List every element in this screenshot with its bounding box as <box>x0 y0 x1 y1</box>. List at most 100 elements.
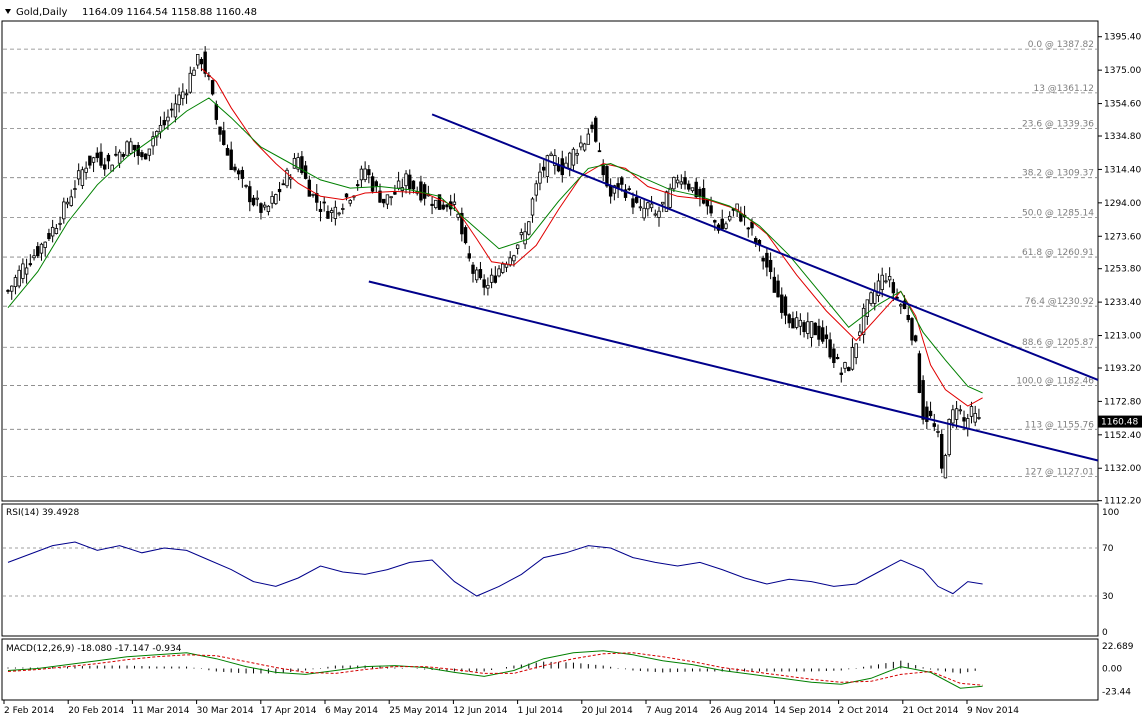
macd-chart: MACD(12,26,9) -18.080 -17.147 -0.934 22.… <box>6 642 1134 697</box>
candle-body <box>471 264 475 274</box>
header: Gold,Daily 1164.09 1164.54 1158.88 1160.… <box>5 7 257 18</box>
fib-level-label: 100.0 @ 1182.46 <box>1016 377 1094 387</box>
price-tick-label: 1294.00 <box>1104 199 1141 209</box>
candle-body <box>281 183 285 186</box>
candle-body <box>348 200 352 204</box>
candle-body <box>761 257 765 262</box>
candle-body <box>828 339 832 358</box>
candle-body <box>705 199 710 207</box>
candle-body <box>553 155 557 166</box>
candle-body <box>333 206 338 219</box>
candle-body <box>493 275 498 283</box>
fib-level-label: 113 @ 1155.76 <box>1025 420 1094 430</box>
candle-body <box>125 141 129 156</box>
candle-body <box>538 171 542 184</box>
candle-body <box>6 289 10 292</box>
candle-body <box>832 348 836 364</box>
candle-body <box>962 417 966 422</box>
candle-body <box>917 353 922 393</box>
candle-body <box>865 299 870 317</box>
candle-body <box>568 152 572 169</box>
candle-body <box>199 58 204 65</box>
candle-body <box>895 296 899 299</box>
candle-body <box>582 143 587 151</box>
candle-body <box>300 156 304 174</box>
candle-body <box>835 357 840 360</box>
date-tick-label: 1 Jul 2014 <box>518 706 563 716</box>
upper-trendline <box>431 113 1099 381</box>
candle-body <box>579 142 583 148</box>
candle-body <box>482 279 486 288</box>
price-panel <box>1 20 1099 502</box>
price-tick-label: 1172.80 <box>1104 397 1141 407</box>
candle-body <box>143 153 148 160</box>
candle-body <box>315 193 319 203</box>
candle-body <box>169 108 174 111</box>
candle-body <box>701 188 706 204</box>
candle-body <box>873 290 877 304</box>
fib-level-label: 127 @ 1127.01 <box>1025 467 1094 477</box>
candle-body <box>326 211 330 219</box>
candle-body <box>794 317 799 328</box>
candle-body <box>515 244 520 249</box>
candle-body <box>121 154 126 157</box>
candle-body <box>776 280 780 298</box>
candle-body <box>977 417 981 419</box>
candle-body <box>210 80 215 95</box>
candles <box>6 46 981 479</box>
date-tick-label: 12 Jun 2014 <box>453 706 507 716</box>
candle-body <box>876 280 881 297</box>
candle-body <box>188 72 192 93</box>
candle-body <box>222 130 226 145</box>
candle-body <box>545 155 550 177</box>
candle-body <box>813 322 817 336</box>
candle-body <box>50 226 55 237</box>
candle-body <box>274 194 278 205</box>
candle-body <box>236 170 241 175</box>
candle-body <box>136 145 140 156</box>
fib-level-label: 88.6 @ 1205.87 <box>1022 338 1094 348</box>
candle-body <box>910 318 914 341</box>
candle-body <box>690 187 695 192</box>
current-price-label: 1160.48 <box>1101 418 1138 428</box>
candle-body <box>255 197 259 200</box>
candle-body <box>571 148 576 166</box>
moving-averages <box>7 68 983 407</box>
candle-body <box>880 274 884 290</box>
candle-body <box>292 157 297 169</box>
candle-body <box>973 413 977 423</box>
candle-body <box>605 166 609 187</box>
candle-body <box>586 133 591 145</box>
candle-body <box>396 180 401 189</box>
candle-body <box>69 196 73 206</box>
candle-body <box>541 166 546 171</box>
macd-main-line <box>7 650 983 689</box>
candle-body <box>727 215 732 221</box>
candle-body <box>363 168 367 181</box>
candle-body <box>720 218 724 230</box>
candle-body <box>203 51 207 74</box>
candle-body <box>608 185 613 197</box>
candle-body <box>519 232 524 236</box>
candle-body <box>378 190 382 203</box>
candle-body <box>341 208 345 210</box>
candle-body <box>84 167 88 173</box>
candle-body <box>184 93 189 96</box>
candle-body <box>389 196 393 199</box>
candle-body <box>17 269 21 287</box>
candle-body <box>861 307 866 336</box>
candle-body <box>192 69 196 76</box>
candle-body <box>642 207 646 219</box>
candle-body <box>355 184 360 187</box>
price-tick-label: 1273.60 <box>1104 232 1141 242</box>
date-tick-label: 30 Mar 2014 <box>197 706 254 716</box>
rsi-title: RSI(14) 39.4928 <box>6 508 79 518</box>
macd-tick-label: -23.44 <box>1102 688 1131 698</box>
candle-body <box>649 203 654 209</box>
candle-body <box>229 149 233 171</box>
candle-body <box>460 212 464 235</box>
fib-level-label: 0.0 @ 1387.82 <box>1028 40 1094 50</box>
date-tick-label: 20 Feb 2014 <box>68 706 124 716</box>
ohlc-label: 1164.09 1164.54 1158.88 1160.48 <box>82 7 257 18</box>
